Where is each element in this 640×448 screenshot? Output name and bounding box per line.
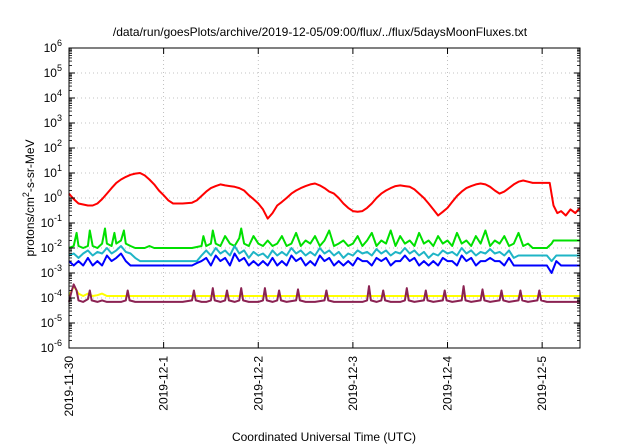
y-tick-base: 10	[44, 191, 58, 205]
series-line-6	[68, 283, 580, 303]
series-line-2	[68, 227, 580, 249]
y-tick-label: 104	[44, 88, 62, 105]
y-tick-label: 10-1	[41, 213, 62, 230]
series-line-3	[68, 245, 580, 263]
y-tick-label: 10-3	[41, 263, 62, 280]
y-tick-exponent: 3	[57, 113, 62, 123]
y-tick-exponent: 6	[57, 38, 62, 48]
y-tick-base: 10	[41, 241, 55, 255]
x-tick-label: 2019-12-3	[346, 356, 360, 411]
y-tick-exponent: 2	[57, 138, 62, 148]
ticks	[68, 47, 580, 349]
y-tick-base: 10	[44, 141, 58, 155]
series-line-4	[68, 252, 580, 274]
y-tick-base: 10	[44, 166, 58, 180]
y-axis-label-tail: -s-sr-MeV	[23, 139, 37, 192]
y-tick-label: 10-2	[41, 238, 62, 255]
y-tick-label: 10-6	[41, 338, 62, 355]
y-tick-exponent: 5	[57, 63, 62, 73]
x-tick-label: 2019-12-2	[251, 356, 265, 411]
x-tick-label: 2019-12-5	[535, 356, 549, 411]
y-tick-exponent: -1	[54, 213, 62, 223]
y-tick-label: 10-5	[41, 313, 62, 330]
y-tick-exponent: -5	[54, 313, 62, 323]
x-tick-label: 2019-12-1	[157, 356, 171, 411]
y-tick-base: 10	[41, 316, 55, 330]
y-axis-label-main: protons/cm	[23, 197, 37, 256]
y-tick-label: 103	[44, 113, 62, 130]
y-tick-exponent: -2	[54, 238, 62, 248]
y-tick-label: 102	[44, 138, 62, 155]
y-tick-exponent: 4	[57, 88, 62, 98]
x-tick-labels: 2019-11-30 2019-12-1 2019-12-2 2019-12-3 201…	[62, 356, 549, 417]
y-tick-base: 10	[44, 91, 58, 105]
series-line-1	[68, 172, 581, 220]
y-tick-exponent: -6	[54, 338, 62, 348]
y-tick-base: 10	[41, 266, 55, 280]
y-tick-label: 105	[44, 63, 62, 80]
y-axis-label-sup: 2	[21, 192, 31, 197]
series-group	[68, 172, 581, 303]
y-tick-exponent: -4	[54, 288, 62, 298]
y-tick-base: 10	[44, 41, 58, 55]
y-tick-label: 101	[44, 163, 62, 180]
y-tick-labels: 10-610-510-410-310-210-11001011021031041…	[41, 38, 62, 355]
y-tick-base: 10	[41, 291, 55, 305]
y-tick-base: 10	[41, 341, 55, 355]
y-tick-base: 10	[41, 216, 55, 230]
y-tick-label: 100	[44, 188, 62, 205]
x-tick-label: 2019-11-30	[62, 356, 76, 417]
y-tick-base: 10	[44, 116, 58, 130]
y-tick-label: 106	[44, 38, 62, 55]
y-tick-label: 10-4	[41, 288, 62, 305]
x-tick-label: 2019-12-4	[441, 356, 455, 411]
y-tick-exponent: -3	[54, 263, 62, 273]
y-tick-exponent: 0	[57, 188, 62, 198]
x-axis-label: Coordinated Universal Time (UTC)	[232, 430, 416, 444]
chart-title: /data/run/goesPlots/archive/2019-12-05/0…	[113, 25, 528, 39]
y-tick-exponent: 1	[57, 163, 62, 173]
y-tick-base: 10	[44, 66, 58, 80]
y-axis-label: protons/cm2-s-sr-MeV	[21, 139, 37, 256]
